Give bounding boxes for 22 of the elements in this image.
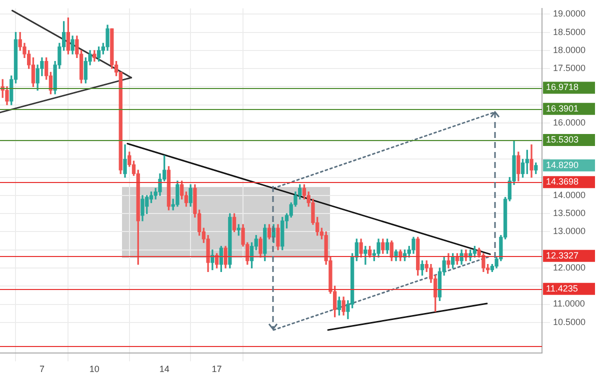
ref-line-label: 11.4235	[546, 283, 578, 294]
y-tick-label: 18.0000	[553, 44, 586, 55]
y-tick-label: 18.5000	[553, 26, 586, 37]
y-tick-label: 13.5000	[553, 208, 586, 218]
y-tick-label: 14.0000	[553, 190, 586, 200]
y-tick-label: 16.0000	[553, 117, 586, 128]
text: 14.8290	[546, 160, 579, 170]
y-tick-label: 17.5000	[553, 63, 586, 74]
ref-line-label: 16.3901	[546, 103, 579, 114]
y-tick-label: 10.5000	[553, 316, 586, 327]
x-tick-label: 17	[212, 364, 222, 374]
ref-line-label: 16.9718	[546, 82, 579, 92]
x-tick-label: 7	[39, 364, 44, 374]
x-tick-label: 14	[159, 364, 170, 374]
y-tick-label: 19.0000	[553, 8, 586, 19]
ref-line-label: 12.3327	[546, 250, 579, 260]
ref-line-label: 15.5303	[546, 134, 579, 144]
y-tick-label: 11.0000	[553, 298, 585, 309]
ref-line-label: 14.3698	[546, 176, 579, 187]
y-tick-label: 12.0000	[553, 262, 586, 272]
y-tick-label: 13.0000	[553, 226, 586, 236]
x-tick-label: 10	[89, 364, 100, 374]
